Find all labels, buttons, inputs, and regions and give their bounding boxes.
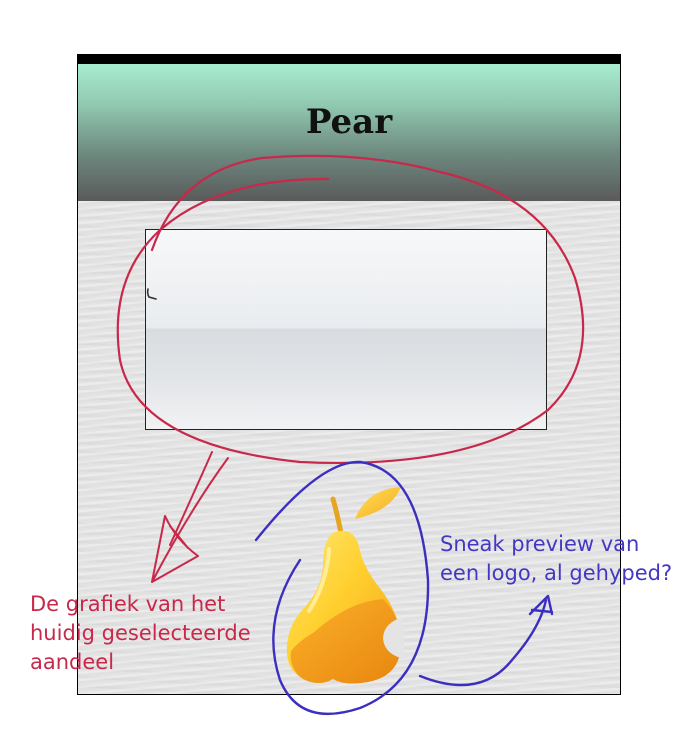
logo-note-line: Sneak preview van (440, 532, 640, 556)
chart-note-line: aandeel (30, 650, 115, 674)
pear-logo-icon (286, 487, 405, 684)
chart-note-line: De grafiek van het (30, 592, 226, 616)
app-title: Pear (305, 102, 393, 142)
stock-chart-panel[interactable] (145, 229, 547, 430)
logo-note-line: een logo, al gehyped? (440, 561, 673, 585)
chart-note-line: huidig geselecteerde (30, 621, 251, 645)
logo-annotation-note: Sneak preview van een logo, al gehyped? (440, 530, 698, 588)
status-bar (78, 55, 620, 64)
cursor-icon (146, 288, 157, 300)
app-header: Pear (78, 64, 620, 201)
chart-annotation-note: De grafiek van het huidig geselecteerde … (30, 590, 290, 677)
